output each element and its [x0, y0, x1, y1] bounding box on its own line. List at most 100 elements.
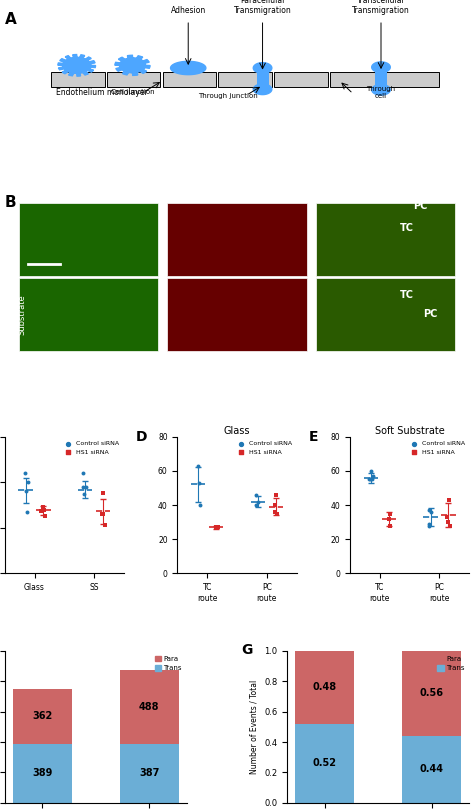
Text: 0.52: 0.52: [313, 758, 337, 768]
Text: Endothelium monolayer: Endothelium monolayer: [56, 88, 148, 97]
Point: [41, 509, 49, 522]
Text: PC: PC: [423, 309, 437, 320]
FancyBboxPatch shape: [375, 67, 387, 91]
FancyBboxPatch shape: [18, 278, 158, 351]
Polygon shape: [372, 84, 390, 95]
Point: [444, 510, 451, 523]
Text: A: A: [5, 12, 17, 27]
Point: [194, 459, 201, 472]
Polygon shape: [253, 62, 272, 73]
FancyBboxPatch shape: [316, 203, 456, 276]
Text: G: G: [242, 643, 253, 657]
Point: [368, 473, 376, 486]
Text: VE-Cad: VE-Cad: [219, 191, 255, 201]
Text: E: E: [309, 430, 318, 444]
Point: [196, 476, 203, 489]
Text: ICAM-1: ICAM-1: [73, 191, 108, 201]
Point: [101, 518, 109, 531]
Text: Soft
Substrate: Soft Substrate: [7, 294, 27, 335]
Legend: Control siRNA, HS1 siRNA: Control siRNA, HS1 siRNA: [406, 440, 466, 456]
Point: [80, 487, 88, 500]
Point: [213, 521, 221, 534]
FancyBboxPatch shape: [167, 203, 307, 276]
Polygon shape: [58, 54, 96, 76]
Point: [272, 505, 279, 518]
Point: [271, 499, 278, 512]
Text: 389: 389: [32, 768, 53, 779]
Point: [82, 480, 90, 493]
Point: [197, 499, 204, 512]
Point: [445, 493, 452, 506]
Text: PC: PC: [413, 200, 428, 211]
Polygon shape: [171, 62, 206, 75]
Text: Adhesion: Adhesion: [171, 6, 206, 15]
FancyBboxPatch shape: [51, 72, 105, 87]
Point: [98, 508, 106, 521]
Bar: [13, 744, 72, 803]
Point: [366, 473, 374, 486]
Text: Paracellular
Transmigration: Paracellular Transmigration: [234, 0, 292, 15]
Legend: Para, Trans: Para, Trans: [436, 654, 466, 672]
Title: Soft Substrate: Soft Substrate: [375, 426, 445, 436]
Point: [365, 473, 373, 486]
Legend: Control siRNA, HS1 siRNA: Control siRNA, HS1 siRNA: [233, 440, 293, 456]
Text: TC: TC: [400, 290, 414, 300]
Text: 387: 387: [139, 769, 159, 779]
Point: [252, 499, 260, 512]
Text: Through junction: Through junction: [198, 93, 257, 99]
Point: [21, 466, 29, 479]
Point: [369, 470, 377, 483]
Text: TC: TC: [400, 223, 414, 233]
Text: Merge: Merge: [370, 191, 401, 201]
Point: [252, 488, 260, 501]
Text: Transcellular
Transmigration: Transcellular Transmigration: [352, 0, 410, 15]
Bar: [402, 736, 461, 803]
Point: [37, 505, 45, 518]
Point: [24, 476, 32, 489]
Point: [387, 519, 394, 532]
Point: [80, 480, 87, 493]
Point: [40, 503, 48, 516]
Bar: [295, 650, 354, 723]
FancyBboxPatch shape: [386, 72, 439, 87]
Title: Glass: Glass: [224, 426, 250, 436]
Point: [212, 521, 220, 534]
FancyBboxPatch shape: [219, 72, 272, 87]
FancyBboxPatch shape: [107, 72, 160, 87]
FancyBboxPatch shape: [274, 72, 328, 87]
Legend: Control siRNA, HS1 siRNA: Control siRNA, HS1 siRNA: [61, 440, 121, 456]
Bar: [13, 689, 72, 744]
Text: 0.48: 0.48: [313, 682, 337, 693]
Point: [255, 495, 262, 508]
Bar: [402, 650, 461, 736]
Bar: [295, 723, 354, 803]
Point: [272, 488, 280, 501]
Text: 0.44: 0.44: [419, 765, 444, 775]
Point: [273, 507, 281, 520]
Polygon shape: [253, 84, 272, 95]
Text: Glass: Glass: [7, 228, 16, 251]
Point: [446, 519, 454, 532]
Text: Cell junction: Cell junction: [110, 88, 155, 95]
Text: B: B: [5, 195, 17, 210]
Point: [425, 517, 433, 530]
Polygon shape: [115, 55, 150, 75]
Text: 362: 362: [32, 711, 53, 721]
Text: Through
cell: Through cell: [366, 86, 396, 99]
FancyBboxPatch shape: [167, 278, 307, 351]
Point: [425, 504, 432, 517]
Point: [23, 506, 30, 519]
FancyBboxPatch shape: [330, 72, 383, 87]
FancyBboxPatch shape: [316, 278, 456, 351]
Bar: [120, 744, 179, 803]
FancyBboxPatch shape: [163, 72, 216, 87]
Point: [80, 466, 87, 479]
Point: [385, 513, 392, 526]
Legend: Para, Trans: Para, Trans: [153, 654, 183, 672]
Y-axis label: Number of Events / Total: Number of Events / Total: [250, 680, 259, 774]
Point: [100, 487, 107, 500]
FancyBboxPatch shape: [18, 203, 158, 276]
Point: [368, 465, 375, 478]
Point: [40, 500, 47, 513]
Bar: [120, 670, 179, 744]
